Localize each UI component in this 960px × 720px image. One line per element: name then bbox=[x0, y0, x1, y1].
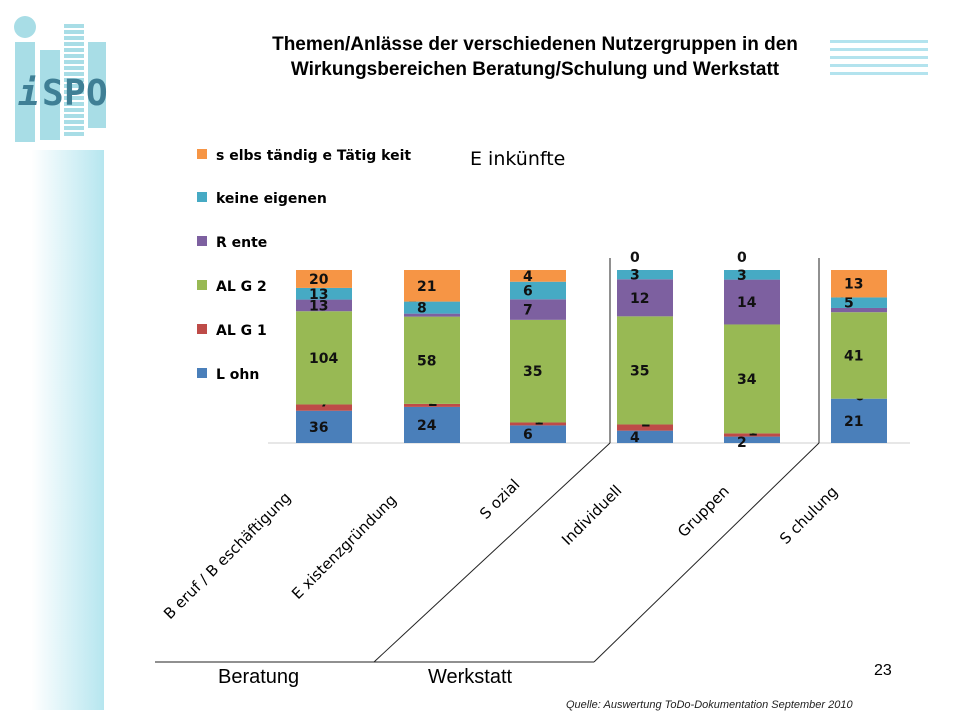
bar-segment bbox=[296, 270, 352, 288]
data-label: 0 bbox=[737, 250, 747, 266]
legend-label: s elbs tändig e Tätig keit bbox=[216, 148, 411, 164]
data-label: 21 bbox=[417, 279, 436, 295]
legend-swatch bbox=[197, 280, 207, 290]
title-stripe bbox=[830, 64, 928, 67]
legend-swatch bbox=[197, 236, 207, 246]
bar-segment bbox=[296, 404, 352, 411]
data-label: 14 bbox=[737, 295, 757, 311]
bar-segment bbox=[510, 270, 566, 282]
data-label: 4 bbox=[630, 430, 640, 446]
bar-segment bbox=[724, 279, 780, 325]
data-label: 58 bbox=[417, 353, 436, 369]
bar-segment bbox=[617, 279, 673, 317]
bar-segment bbox=[404, 270, 460, 302]
group-label-werkstatt: Werkstatt bbox=[428, 666, 513, 688]
category-label: B eruf / B eschäftigung bbox=[160, 488, 294, 622]
group-divider bbox=[373, 442, 611, 663]
side-decoration bbox=[0, 150, 104, 710]
bar-segment bbox=[617, 316, 673, 425]
category-label: Individuell bbox=[558, 481, 625, 548]
bar-segment bbox=[404, 406, 460, 443]
legend-swatch bbox=[197, 192, 207, 202]
bar-segment bbox=[510, 425, 566, 443]
slide-title: Themen/Anlässe der verschiedenen Nutzerg… bbox=[170, 32, 900, 82]
bar-segment bbox=[831, 307, 887, 313]
bar-segment bbox=[831, 312, 887, 399]
bar-segment bbox=[510, 299, 566, 320]
data-label: 13 bbox=[309, 287, 328, 303]
slide-title-line-2: Wirkungsbereichen Beratung/Schulung und … bbox=[290, 59, 780, 80]
category-label: E xistenzgründung bbox=[288, 491, 400, 603]
data-label: 5 bbox=[844, 296, 854, 312]
data-label: 12 bbox=[630, 291, 649, 307]
title-stripe bbox=[830, 72, 928, 75]
data-label: 41 bbox=[844, 348, 863, 364]
data-label: 0 bbox=[630, 250, 640, 266]
bar-segment bbox=[617, 270, 673, 280]
data-label: 13 bbox=[309, 298, 328, 314]
bar-segment bbox=[724, 436, 780, 443]
data-label: 6 bbox=[523, 427, 533, 443]
data-label: 34 bbox=[737, 372, 757, 388]
data-label: 36 bbox=[309, 420, 328, 436]
bar-segment bbox=[510, 422, 566, 426]
chart-title: E inkünfte bbox=[470, 148, 565, 170]
data-label: 2 bbox=[737, 435, 747, 451]
legend-label: R ente bbox=[216, 235, 267, 251]
data-label: 21 bbox=[844, 414, 863, 430]
data-label: 24 bbox=[417, 418, 437, 434]
title-stripe bbox=[830, 40, 928, 43]
legend-label: AL G 2 bbox=[216, 279, 267, 295]
bar-segment bbox=[724, 433, 780, 437]
data-label: 8 bbox=[417, 301, 427, 317]
source-note: Quelle: Auswertung ToDo-Dokumentation Se… bbox=[566, 699, 853, 711]
legend-swatch bbox=[197, 324, 207, 334]
bar-segment bbox=[296, 410, 352, 443]
bar-segment bbox=[724, 324, 780, 434]
slide-title-line-1: Themen/Anlässe der verschiedenen Nutzerg… bbox=[272, 34, 798, 55]
data-label: 7 bbox=[523, 303, 533, 319]
title-stripe bbox=[830, 56, 928, 59]
bar-segment bbox=[404, 301, 460, 314]
data-label: 35 bbox=[630, 363, 649, 379]
title-stripe bbox=[830, 48, 928, 51]
bar-segment bbox=[617, 424, 673, 431]
bar-segment bbox=[724, 270, 780, 280]
data-label: 104 bbox=[309, 351, 338, 367]
bar-segment bbox=[404, 313, 460, 317]
bar-segment bbox=[617, 430, 673, 443]
legend-label: L ohn bbox=[216, 367, 259, 383]
category-label: S ozial bbox=[476, 476, 523, 523]
bar-segment bbox=[831, 297, 887, 308]
legend-swatch bbox=[197, 368, 207, 378]
data-label: 6 bbox=[523, 284, 533, 300]
bar-segment bbox=[510, 319, 566, 423]
group-divider bbox=[593, 442, 820, 663]
bar-segment bbox=[296, 311, 352, 405]
data-label: 13 bbox=[844, 277, 863, 293]
category-label: Gruppen bbox=[674, 482, 733, 541]
bar-segment bbox=[296, 287, 352, 300]
data-label: 3 bbox=[737, 268, 747, 284]
bar-segment bbox=[404, 403, 460, 407]
data-label: 35 bbox=[523, 364, 542, 380]
data-label: 4 bbox=[523, 269, 533, 285]
legend-swatch bbox=[197, 149, 207, 159]
legend-label: AL G 1 bbox=[216, 323, 267, 339]
bar-segment bbox=[404, 316, 460, 404]
bar-segment bbox=[831, 270, 887, 298]
bar-segment bbox=[831, 398, 887, 443]
data-label: 3 bbox=[630, 268, 640, 284]
category-label: S chulung bbox=[776, 483, 841, 548]
bar-segment bbox=[510, 281, 566, 300]
data-label: 20 bbox=[309, 272, 329, 288]
group-label-beratung: Beratung bbox=[218, 666, 300, 688]
legend-label: keine eigenen bbox=[216, 191, 327, 207]
page-number: 23 bbox=[874, 662, 892, 679]
bar-segment bbox=[296, 299, 352, 312]
